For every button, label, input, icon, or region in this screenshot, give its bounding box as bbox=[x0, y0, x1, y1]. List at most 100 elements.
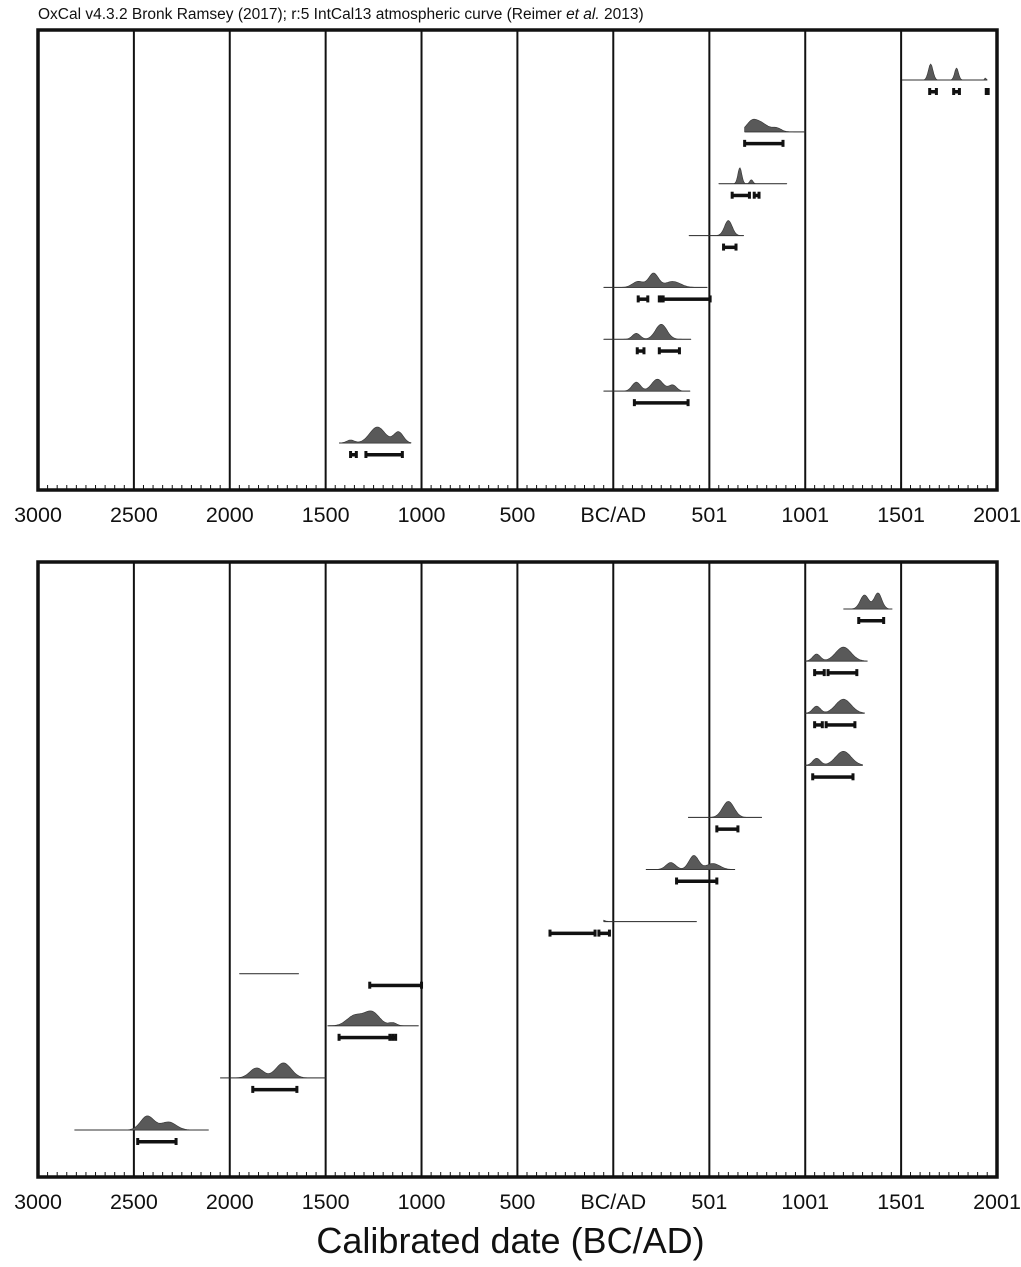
range-bar-cap bbox=[661, 295, 665, 303]
range-bar-cap bbox=[734, 243, 738, 251]
tick-label: 1000 bbox=[398, 1190, 446, 1210]
probability-distribution bbox=[804, 751, 863, 766]
range-bar-cap bbox=[747, 191, 751, 199]
tick-label: 2001 bbox=[973, 1190, 1021, 1210]
range-bar-cap bbox=[174, 1138, 178, 1145]
tick-label: 3000 bbox=[14, 503, 62, 527]
probability-distribution bbox=[603, 378, 691, 392]
range-bar-cap bbox=[986, 88, 990, 95]
tick-label: 1001 bbox=[781, 503, 829, 527]
range-bar-cap bbox=[675, 877, 679, 885]
range-bar-cap bbox=[853, 721, 857, 729]
probability-distribution bbox=[901, 63, 988, 81]
range-bar-cap bbox=[708, 295, 712, 303]
range-bar bbox=[638, 297, 648, 301]
range-bar bbox=[676, 879, 717, 883]
range-bar-cap bbox=[136, 1138, 140, 1145]
probability-distribution bbox=[74, 1115, 209, 1131]
tick-label: 2000 bbox=[206, 503, 254, 527]
tick-label: BC/AD bbox=[580, 1190, 646, 1210]
range-bar bbox=[858, 619, 884, 623]
range-bar-cap bbox=[715, 825, 719, 833]
range-bar-cap bbox=[824, 721, 828, 729]
probability-distribution bbox=[603, 919, 697, 922]
probability-distribution bbox=[718, 167, 788, 185]
probability-distribution bbox=[603, 323, 692, 340]
range-bar bbox=[812, 775, 853, 779]
range-bar bbox=[754, 193, 760, 198]
range-bar-cap bbox=[743, 139, 747, 147]
tick-label: 1501 bbox=[877, 503, 925, 527]
range-bar-cap bbox=[984, 88, 988, 95]
range-bar bbox=[826, 723, 855, 727]
range-bar-cap bbox=[820, 721, 824, 729]
range-bar-cap bbox=[781, 139, 785, 147]
tick-label: 1500 bbox=[302, 1190, 350, 1210]
range-bar-cap bbox=[851, 773, 855, 781]
range-bar-cap bbox=[295, 1085, 299, 1093]
range-bar-cap bbox=[635, 347, 639, 355]
tick-label: BC/AD bbox=[580, 503, 646, 527]
range-bar-cap bbox=[857, 617, 861, 624]
range-bar-cap bbox=[813, 669, 817, 677]
range-bar bbox=[598, 931, 610, 936]
range-bar-cap bbox=[855, 669, 859, 677]
range-bar-cap bbox=[364, 451, 368, 458]
probability-distribution bbox=[688, 801, 762, 818]
range-bar bbox=[659, 297, 664, 301]
range-bar bbox=[350, 453, 357, 457]
range-bar-cap bbox=[388, 1033, 392, 1041]
range-bar-cap bbox=[722, 243, 726, 251]
range-bar-cap bbox=[934, 88, 938, 95]
range-bar-cap bbox=[715, 877, 719, 885]
tick-label: 1500 bbox=[302, 503, 350, 527]
range-bar bbox=[252, 1087, 297, 1092]
range-bar-cap bbox=[251, 1085, 255, 1093]
range-bar bbox=[389, 1035, 396, 1040]
oxcal-header: OxCal v4.3.2 Bronk Ramsey (2017); r:5 In… bbox=[38, 6, 644, 24]
range-bar bbox=[550, 931, 596, 936]
probability-distribution bbox=[645, 855, 736, 870]
range-bar-cap bbox=[636, 295, 640, 303]
probability-distribution bbox=[688, 220, 744, 236]
range-bar-cap bbox=[400, 451, 404, 458]
probability-distribution bbox=[327, 1010, 419, 1027]
top-panel: 3000 2500 2000 1500 1000 500 BC/AD 501 1001 1501 2… bbox=[14, 28, 1021, 527]
probability-distribution bbox=[843, 592, 893, 610]
range-bar-cap bbox=[752, 191, 756, 199]
range-bar bbox=[723, 245, 737, 250]
tick-label: 500 bbox=[499, 1190, 535, 1210]
range-bar-cap bbox=[632, 399, 636, 407]
calibration-plots: 3000 2500 2000 1500 1000 500 BC/AD 501 1001 1501 2… bbox=[14, 28, 1021, 1210]
range-bar bbox=[732, 193, 750, 198]
range-bar-cap bbox=[811, 773, 815, 781]
range-bar-cap bbox=[368, 981, 372, 989]
range-bar-cap bbox=[813, 721, 817, 729]
range-bar-cap bbox=[677, 347, 681, 355]
range-bar-cap bbox=[642, 347, 646, 355]
range-bar-cap bbox=[548, 929, 552, 937]
range-bar bbox=[637, 349, 644, 353]
range-bar-cap bbox=[593, 929, 597, 937]
range-bar-cap bbox=[736, 825, 740, 833]
tick-label: 2500 bbox=[110, 1190, 158, 1210]
range-bar-cap bbox=[420, 981, 424, 989]
range-bar bbox=[137, 1140, 177, 1144]
x-axis-label: Calibrated date (BC/AD) bbox=[316, 1220, 705, 1261]
range-bar-cap bbox=[952, 88, 956, 95]
tick-label: 2500 bbox=[110, 503, 158, 527]
range-bar-cap bbox=[826, 669, 830, 677]
range-bar bbox=[929, 90, 937, 94]
range-bar bbox=[828, 671, 857, 675]
probability-distribution bbox=[804, 646, 868, 662]
range-bar-cap bbox=[597, 929, 601, 937]
tick-label: 2000 bbox=[206, 1190, 254, 1210]
range-bar-cap bbox=[757, 191, 761, 199]
tick-label: 1001 bbox=[781, 1190, 829, 1210]
range-bar-cap bbox=[337, 1033, 341, 1041]
probability-distribution bbox=[220, 1062, 326, 1079]
header-prefix: OxCal v4.3.2 Bronk Ramsey (2017); r:5 In… bbox=[38, 6, 567, 23]
range-bar-cap bbox=[354, 451, 358, 458]
tick-label: 3000 bbox=[14, 1190, 62, 1210]
tick-label: 1000 bbox=[398, 503, 446, 527]
